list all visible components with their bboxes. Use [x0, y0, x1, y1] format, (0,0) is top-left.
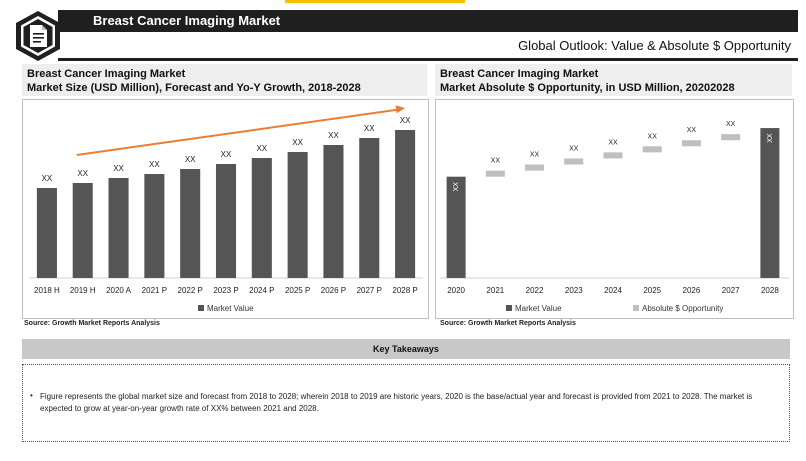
- x-tick-label-2026: 2026: [683, 286, 701, 295]
- data-label-2027: XX: [726, 121, 736, 128]
- right-panel-title-2: Market Absolute $ Opportunity, in USD Mi…: [440, 82, 735, 94]
- legend-swatch-market-value: [198, 305, 204, 311]
- key-takeaways-text: Figure represents the global market size…: [40, 392, 753, 413]
- header-subtitle-area: [58, 32, 798, 58]
- bullet-icon: •: [30, 391, 33, 400]
- x-tick-label-2028: 2028: [761, 286, 779, 295]
- data-label-2025: XX: [648, 133, 658, 140]
- x-tick-label-2021: 2021: [486, 286, 504, 295]
- page-title: Breast Cancer Imaging Market: [93, 13, 281, 28]
- right-panel-title-bar: [435, 64, 792, 96]
- x-tick-label-2022: 2022: [526, 286, 544, 295]
- bar-9: [323, 145, 344, 278]
- x-tick-label-6: 2023 P: [213, 286, 238, 295]
- x-tick-label-2: 2019 H: [70, 286, 96, 295]
- data-label-2028: XX: [767, 133, 774, 143]
- left-panel-title-1: Breast Cancer Imaging Market: [27, 68, 186, 80]
- x-tick-label-11: 2028 P: [392, 286, 417, 295]
- header-divider: [58, 58, 798, 61]
- legend-market-value: Market Value: [515, 304, 562, 313]
- data-label-11: XX: [400, 116, 411, 125]
- bar-5: [180, 169, 201, 278]
- x-tick-label-2027: 2027: [722, 286, 740, 295]
- left-source: Source: Growth Market Reports Analysis: [24, 320, 160, 327]
- page-subtitle: Global Outlook: Value & Absolute $ Oppor…: [518, 38, 791, 53]
- data-label-2026: XX: [687, 127, 697, 134]
- bar-7: [251, 158, 272, 278]
- absolute-opportunity-chart: XX 2020 XX 2021 XX 2022 XX 2023 XX 2024 XX 2025 XX 20…: [440, 121, 789, 313]
- header-bar: [58, 10, 798, 32]
- legend-market-value: Market Value: [207, 304, 254, 313]
- waterfall-bar-2023: [564, 158, 584, 165]
- data-label-1: XX: [42, 174, 53, 183]
- waterfall-bar-2020: [446, 176, 466, 278]
- data-label-2023: XX: [569, 145, 579, 152]
- left-panel-title-2: Market Size (USD Million), Forecast and …: [27, 82, 361, 94]
- top-accent-line: [285, 0, 465, 3]
- x-tick-label-2020: 2020: [447, 286, 465, 295]
- x-tick-label-5: 2022 P: [178, 286, 203, 295]
- legend-swatch-absolute-opportunity: [633, 305, 639, 311]
- data-label-6: XX: [221, 150, 232, 159]
- x-tick-label-8: 2025 P: [285, 286, 310, 295]
- trend-arrow-head: [395, 105, 406, 114]
- data-label-7: XX: [256, 144, 267, 153]
- trend-arrow: [76, 108, 402, 156]
- data-label-2: XX: [77, 169, 88, 178]
- data-label-2022: XX: [530, 152, 540, 159]
- bar-3: [108, 178, 129, 278]
- x-tick-label-3: 2020 A: [106, 286, 132, 295]
- key-takeaways-box: [22, 364, 790, 442]
- left-panel-title-bar: [22, 64, 427, 96]
- x-tick-label-7: 2024 P: [249, 286, 274, 295]
- data-label-10: XX: [364, 124, 375, 133]
- right-chart-frame: XX 2020 XX 2021 XX 2022 XX 2023 XX 2024 XX 2025 XX 20…: [435, 99, 794, 319]
- waterfall-bar-2021: [485, 170, 505, 177]
- x-tick-label-4: 2021 P: [142, 286, 167, 295]
- bar-10: [359, 138, 380, 278]
- data-label-8: XX: [292, 138, 303, 147]
- data-label-2020: XX: [453, 182, 460, 192]
- x-tick-label-9: 2026 P: [321, 286, 346, 295]
- bar-8: [287, 152, 308, 278]
- data-label-5: XX: [185, 155, 196, 164]
- waterfall-bar-2024: [603, 152, 623, 159]
- x-tick-label-2023: 2023: [565, 286, 583, 295]
- bar-6: [215, 164, 237, 278]
- market-size-chart: XX 2018 H XX 2019 H XX 2020 A XX 2021 P XX 2022 P…: [29, 105, 423, 313]
- right-panel-title-1: Breast Cancer Imaging Market: [440, 68, 599, 80]
- data-label-2024: XX: [608, 139, 618, 146]
- waterfall-bar-2022: [525, 164, 545, 171]
- document-icon: [16, 11, 60, 61]
- x-tick-label-2025: 2025: [643, 286, 661, 295]
- key-takeaways-bar: [22, 339, 790, 359]
- data-label-9: XX: [328, 131, 339, 140]
- bar-2: [72, 183, 93, 278]
- waterfall-bar-2028: [760, 128, 780, 278]
- left-chart-frame: XX 2018 H XX 2019 H XX 2020 A XX 2021 P XX 2022 P…: [22, 99, 429, 319]
- waterfall-bar-2025: [642, 146, 662, 153]
- legend-swatch-market-value: [506, 305, 512, 311]
- legend-absolute-opportunity: Absolute $ Opportunity: [642, 304, 723, 313]
- bar-1: [36, 188, 57, 278]
- waterfall-bar-2027: [721, 134, 741, 141]
- x-tick-label-2024: 2024: [604, 286, 622, 295]
- x-tick-label-10: 2027 P: [357, 286, 382, 295]
- data-label-4: XX: [149, 160, 160, 169]
- bar-11: [395, 130, 416, 278]
- data-label-2021: XX: [491, 158, 501, 165]
- waterfall-bar-2026: [681, 140, 701, 147]
- key-takeaways-title: Key Takeaways: [373, 344, 439, 354]
- right-source: Source: Growth Market Reports Analysis: [440, 320, 576, 327]
- bar-4: [144, 174, 165, 278]
- x-tick-label-1: 2018 H: [34, 286, 60, 295]
- data-label-3: XX: [113, 164, 124, 173]
